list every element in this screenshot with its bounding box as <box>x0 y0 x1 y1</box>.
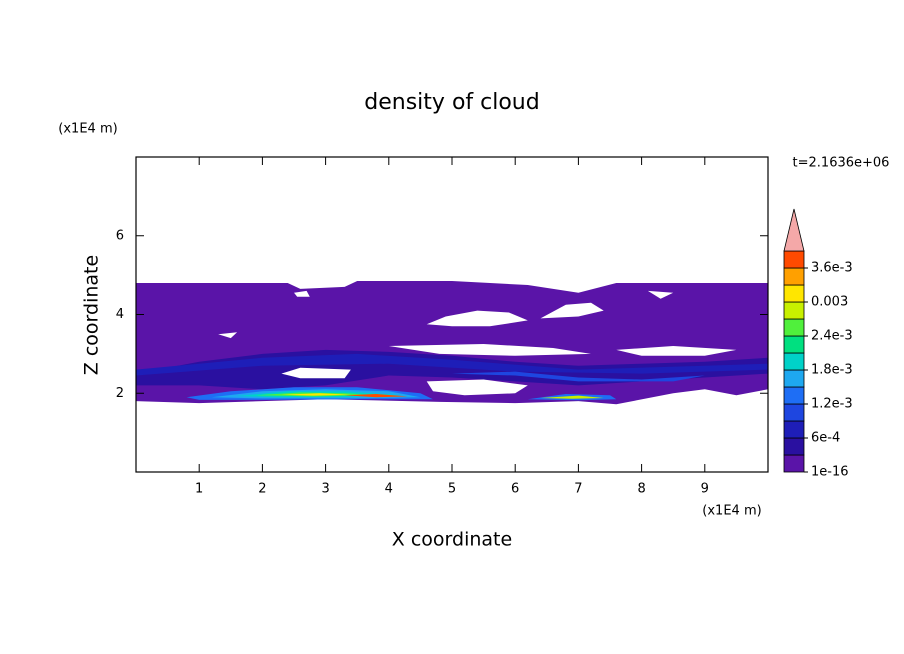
x-tick-label: 6 <box>511 482 519 497</box>
contour-gap <box>426 310 528 327</box>
x-tick-label: 9 <box>701 482 709 497</box>
contour-gap <box>281 367 351 379</box>
x-tick-label: 3 <box>321 482 329 497</box>
contour-gap <box>540 302 604 319</box>
plot-area <box>136 281 768 405</box>
colorbar-tick-label: 3.6e-3 <box>811 261 853 276</box>
colorbar-box <box>783 250 805 269</box>
colorbar-box <box>783 403 805 422</box>
colorbar-tick-label: 2.4e-3 <box>811 329 853 344</box>
time-annotation: t=2.1636e+06 <box>793 156 890 171</box>
contour-region <box>281 393 351 396</box>
y-axis-title: Z coordinate <box>81 255 103 375</box>
x-tick-label: 4 <box>385 482 393 497</box>
colorbar-box <box>783 420 805 439</box>
contour-gap <box>647 290 674 299</box>
colorbar-tick-label: 6e-4 <box>811 431 840 446</box>
contour-gap <box>616 346 737 356</box>
chart-title: density of cloud <box>364 90 539 115</box>
x-axis-title: X coordinate <box>392 529 512 551</box>
colorbar-tick-label: 1.2e-3 <box>811 397 853 412</box>
colorbar-box <box>783 369 805 388</box>
contour-gap <box>426 379 528 396</box>
y-tick-label: 4 <box>116 307 124 322</box>
contour-gap <box>218 332 238 339</box>
colorbar-overflow <box>783 208 805 252</box>
y-tick-label: 2 <box>116 386 124 401</box>
x-tick-label: 5 <box>448 482 456 497</box>
colorbar-box <box>783 301 805 320</box>
contour-region <box>136 353 768 376</box>
colorbar-box <box>783 335 805 354</box>
contour-region <box>540 395 604 399</box>
colorbar-box <box>783 284 805 303</box>
y-tick-label: 6 <box>116 228 124 243</box>
colorbar-box <box>783 386 805 405</box>
x-tick-label: 2 <box>258 482 266 497</box>
colorbar-tick-label: 1.8e-3 <box>811 363 853 378</box>
colorbar-box <box>783 352 805 371</box>
x-tick-label: 1 <box>195 482 203 497</box>
contour-region <box>452 371 705 382</box>
contour-gap <box>388 344 591 356</box>
colorbar-tick-label: 1e-16 <box>811 465 849 480</box>
x-tick-label: 8 <box>637 482 645 497</box>
y-unit: (x1E4 m) <box>58 122 117 137</box>
colorbar-box <box>783 454 805 473</box>
contour-region <box>344 394 408 398</box>
colorbar-tick-label: 0.003 <box>811 295 848 310</box>
x-unit: (x1E4 m) <box>702 504 761 519</box>
contour-gap <box>294 290 310 297</box>
colorbar-box <box>783 437 805 456</box>
colorbar-box <box>783 318 805 337</box>
x-tick-label: 7 <box>574 482 582 497</box>
colorbar-box <box>783 267 805 286</box>
